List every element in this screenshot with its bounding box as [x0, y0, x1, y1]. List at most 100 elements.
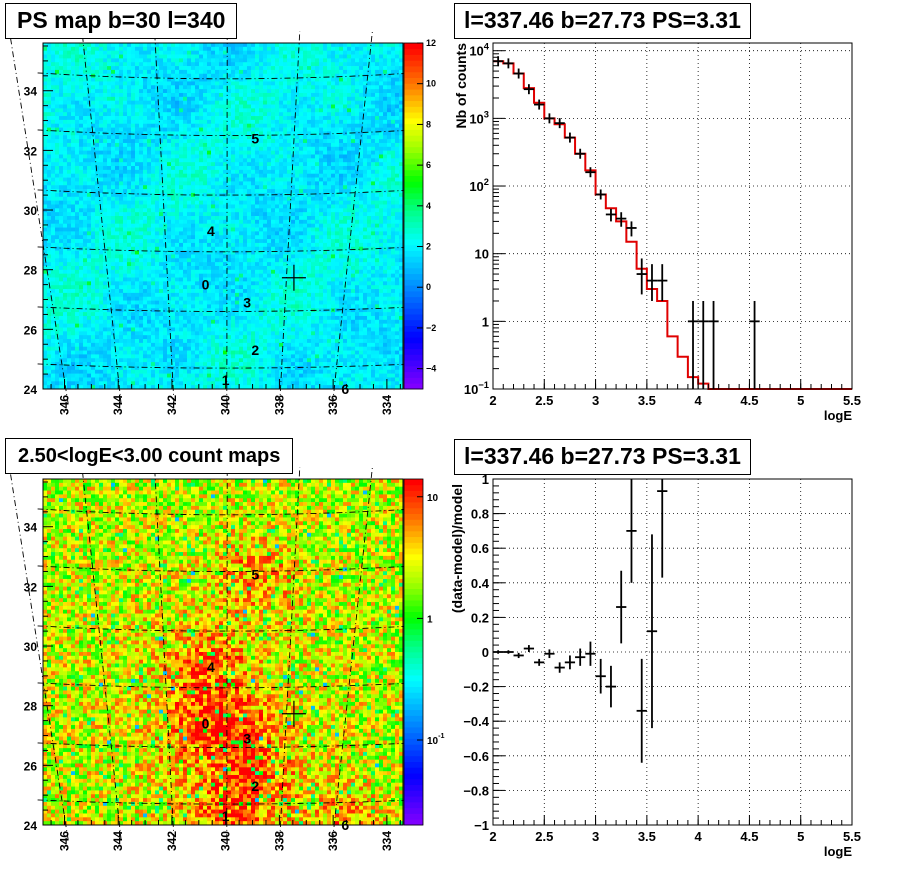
colorbar-segment: [404, 583, 423, 589]
y-tick-label: 24: [24, 383, 38, 397]
colorbar-segment: [404, 251, 423, 257]
colorbar-tick-label: 12: [426, 38, 436, 48]
colorbar-segment: [404, 479, 423, 485]
colorbar-segment: [404, 802, 423, 808]
x-tick-label: 342: [165, 831, 179, 851]
x-tick-label: 344: [111, 395, 125, 415]
colorbar-tick-label: 10: [426, 79, 436, 89]
residual-point: [534, 659, 544, 666]
colorbar-segment: [404, 43, 423, 49]
ps-map-chart: 0123456346344342340338336334242628303234…: [0, 0, 449, 435]
colorbar-segment: [404, 710, 423, 716]
colorbar-segment: [404, 744, 423, 750]
colorbar-segment: [404, 629, 423, 635]
colorbar-segment: [404, 308, 423, 314]
colorbar-segment: [404, 756, 423, 762]
colorbar-segment: [404, 112, 423, 118]
colorbar-tick-label: −4: [426, 364, 436, 374]
colorbar: [404, 479, 423, 825]
residuals-title: l=337.46 b=27.73 PS=3.31: [454, 439, 751, 475]
colorbar-segment: [404, 268, 423, 274]
source-label: 2: [251, 342, 259, 358]
axis-ticks: [493, 479, 852, 825]
colorbar-segment: [404, 285, 423, 291]
data-point: [688, 301, 698, 389]
colorbar-segment: [404, 646, 423, 652]
colorbar-segment: [404, 537, 423, 543]
colorbar-segment: [404, 228, 423, 234]
colorbar-segment: [404, 377, 423, 383]
source-label: 4: [207, 659, 215, 675]
data-point: [657, 264, 667, 301]
colorbar-segment: [404, 548, 423, 554]
colorbar-segment: [404, 819, 423, 825]
colorbar-tick-label: 8: [426, 119, 431, 129]
colorbar-segment: [404, 808, 423, 814]
colorbar-segment: [404, 508, 423, 514]
colorbar-segment: [404, 750, 423, 756]
axis-ticks: [493, 51, 852, 389]
heatmap-pixels: [43, 479, 403, 825]
colorbar-segment: [404, 233, 423, 239]
y-tick-label: −0.6: [463, 749, 489, 764]
colorbar-tick-label: −2: [426, 323, 436, 333]
colorbar-segment: [404, 790, 423, 796]
heatmap-pixels: [43, 43, 403, 389]
colorbar-segment: [404, 762, 423, 768]
colorbar-segment: [404, 158, 423, 164]
data-point: [575, 149, 585, 159]
colorbar-segment: [404, 589, 423, 595]
residual-point: [555, 662, 565, 672]
y-tick-label: −0.2: [463, 680, 489, 695]
colorbar-segment: [404, 372, 423, 378]
colorbar-segment: [404, 89, 423, 95]
y-tick-label: −1: [474, 818, 489, 833]
data-point: [637, 258, 647, 294]
colorbar-tick-label: 0: [426, 282, 431, 292]
y-axis-label: Nb of counts: [453, 43, 469, 129]
colorbar-segment: [404, 360, 423, 366]
y-tick-label: 10: [475, 247, 489, 262]
x-tick-label: 346: [57, 831, 71, 851]
y-tick-label: 10−1: [464, 380, 489, 397]
colorbar-segment: [404, 262, 423, 268]
colorbar-segment: [404, 733, 423, 739]
colorbar-segment: [404, 594, 423, 600]
data-point: [616, 212, 626, 227]
colorbar-segment: [404, 383, 423, 389]
residual-point: [657, 479, 667, 578]
residual-point: [575, 649, 585, 666]
y-tick-label: 103: [469, 109, 489, 126]
colorbar-segment: [404, 635, 423, 641]
colorbar-segment: [404, 623, 423, 629]
data-point: [585, 167, 595, 177]
model-step-line: [493, 61, 852, 389]
colorbar-segment: [404, 320, 423, 326]
colorbar-segment: [404, 222, 423, 228]
x-tick-label: 2.5: [535, 829, 553, 844]
colorbar-segment: [404, 560, 423, 566]
colorbar-segment: [404, 669, 423, 675]
residual-point: [544, 649, 554, 658]
colorbar-segment: [404, 101, 423, 107]
grid: [493, 479, 852, 825]
y-tick-label: 34: [24, 85, 38, 99]
y-tick-label: 24: [24, 819, 38, 833]
colorbar-segment: [404, 773, 423, 779]
colorbar-segment: [404, 181, 423, 187]
colorbar-segment: [404, 274, 423, 280]
data-point: [596, 189, 606, 199]
data-point: [544, 113, 554, 123]
y-tick-label: 0.4: [471, 576, 490, 591]
x-tick-label: 5: [797, 393, 804, 408]
y-tick-label: 1: [482, 314, 489, 329]
colorbar-segment: [404, 502, 423, 508]
colorbar-segment: [404, 199, 423, 205]
data-point: [524, 84, 534, 94]
colorbar-segment: [404, 571, 423, 577]
colorbar-segment: [404, 314, 423, 320]
colorbar-segment: [404, 187, 423, 193]
y-tick-label: 28: [24, 700, 38, 714]
